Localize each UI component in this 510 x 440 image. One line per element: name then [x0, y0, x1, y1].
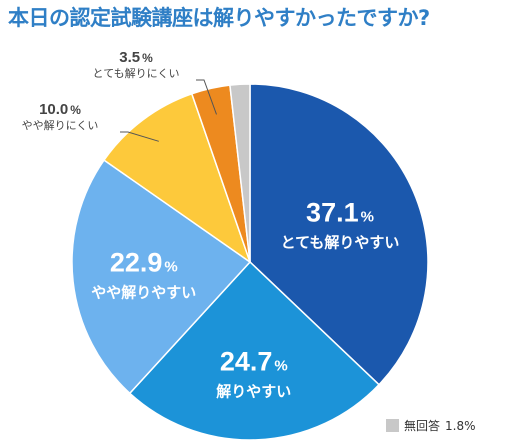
legend-no-answer: 無回答 1.8%: [386, 417, 476, 434]
slice-value-label-3: 10.0%: [39, 101, 81, 118]
chart-title: 本日の認定試験講座は解りやすかったですか?: [8, 6, 430, 30]
slice-0: [249, 83, 429, 386]
slice-value-label-0: 37.1%: [306, 197, 374, 227]
leader-line-4: [196, 79, 217, 115]
legend-label: 無回答: [404, 419, 441, 433]
legend-value: 1.8%: [445, 418, 476, 433]
slice-category-label-2: やや解りやすい: [91, 284, 196, 302]
slice-2: [71, 159, 252, 395]
slice-category-label-4: とても解りにくい: [93, 66, 180, 80]
slice-5: [229, 83, 251, 263]
leader-line-3: [120, 131, 159, 142]
slice-category-label-0: とても解りやすい: [281, 233, 400, 251]
slice-category-label-3: やや解りにくい: [22, 118, 99, 132]
slice-value-label-2: 22.9%: [110, 248, 178, 278]
slice-value-label-1: 24.7%: [220, 346, 288, 376]
legend-swatch: [386, 419, 399, 432]
slice-category-label-1: 解りやすい: [216, 382, 291, 400]
slice-value-label-4: 3.5%: [119, 49, 153, 66]
